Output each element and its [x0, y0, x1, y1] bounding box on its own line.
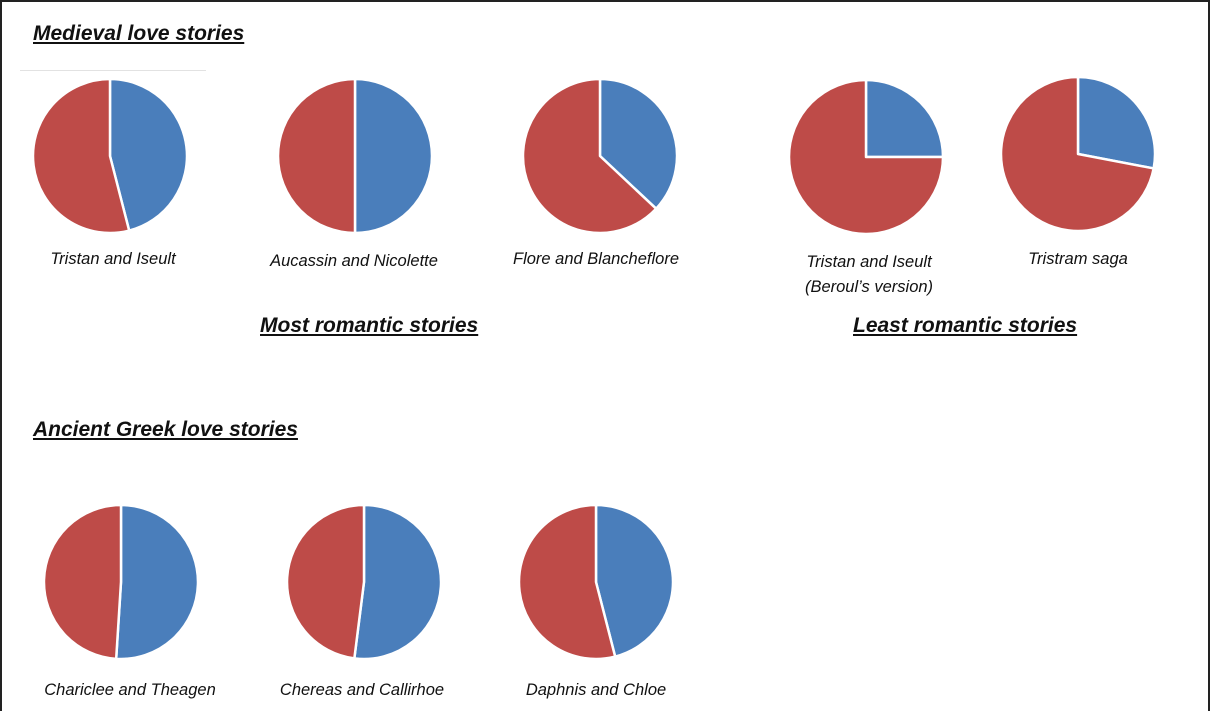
pie-tristan-iseult-beroul — [787, 78, 945, 236]
ancient-greek-section-title: Ancient Greek love stories — [33, 418, 298, 441]
pie-tristram-saga-slice-red — [999, 75, 1155, 233]
pie-label-chariclee-theagen: Chariclee and Theagen — [44, 681, 216, 699]
pie-flore-blancheflore — [521, 77, 679, 235]
pie-label-aucassin-nicolette: Aucassin and Nicolette — [270, 252, 438, 270]
pie-chereas-callirhoe-slice-red — [285, 503, 366, 660]
pie-tristan-iseult-slice-red — [31, 77, 131, 235]
least-romantic-heading: Least romantic stories — [853, 314, 1078, 337]
pie-daphnis-chloe-slice-red — [517, 503, 617, 661]
pie-chariclee-theagen-slice-blue — [114, 503, 200, 661]
pie-label-tristan-iseult-beroul: Tristan and Iseult (Beroul’s version) — [804, 253, 934, 296]
pie-label-tristan-iseult: Tristan and Iseult — [50, 250, 176, 268]
pie-label-flore-blancheflore: Flore and Blancheflore — [512, 250, 680, 268]
pie-daphnis-chloe-slice-blue — [594, 503, 675, 658]
pie-aucassin-nicolette — [276, 77, 434, 235]
pie-aucassin-nicolette-slice-blue — [353, 77, 434, 235]
pie-chereas-callirhoe-slice-blue — [353, 503, 443, 661]
most-romantic-heading: Most romantic stories — [260, 314, 479, 337]
pie-tristan-iseult-beroul-slice-blue — [864, 78, 945, 159]
pie-label-tristram-saga: Tristram saga — [1028, 250, 1128, 268]
pie-tristram-saga — [999, 75, 1157, 233]
pie-label-chereas-callirhoe: Chereas and Callirhoe — [279, 681, 445, 699]
pie-label-daphnis-chloe: Daphnis and Chloe — [525, 681, 667, 699]
pie-tristan-iseult-slice-blue — [108, 77, 189, 232]
pie-tristram-saga-slice-blue — [1076, 75, 1157, 170]
pie-chereas-callirhoe — [285, 503, 443, 661]
divider-line — [20, 70, 206, 71]
pie-chariclee-theagen — [42, 503, 200, 661]
pie-tristan-iseult — [31, 77, 189, 235]
pie-flore-blancheflore-slice-blue — [598, 77, 679, 210]
pie-aucassin-nicolette-slice-red — [276, 77, 357, 235]
pie-flore-blancheflore-slice-red — [521, 77, 658, 235]
pie-chariclee-theagen-slice-red — [42, 503, 123, 661]
pie-tristan-iseult-beroul-slice-red — [787, 78, 945, 236]
medieval-section-title: Medieval love stories — [33, 22, 245, 45]
pie-daphnis-chloe — [517, 503, 675, 661]
